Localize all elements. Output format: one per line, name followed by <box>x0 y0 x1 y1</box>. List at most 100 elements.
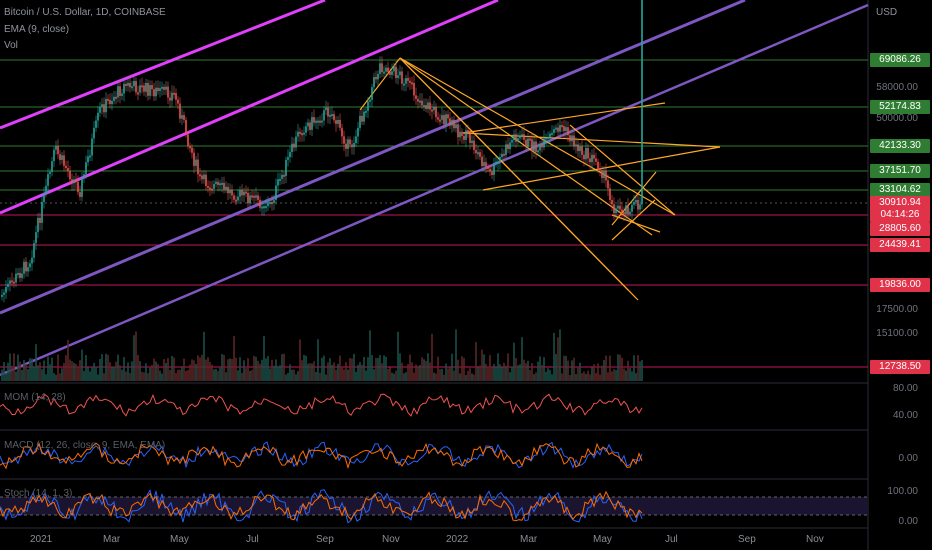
volume-bar <box>151 364 153 381</box>
volume-bar <box>599 374 601 381</box>
volume-bar <box>537 361 539 381</box>
candle-body <box>403 83 405 86</box>
volume-bar <box>51 357 53 381</box>
volume-bar <box>443 374 445 381</box>
volume-bar <box>255 356 257 381</box>
volume-bar <box>301 360 303 381</box>
candle-body <box>491 171 493 175</box>
candle-body <box>363 111 365 122</box>
volume-bar <box>37 365 39 381</box>
volume-bar <box>287 372 289 381</box>
candle-body <box>63 155 65 166</box>
volume-bar <box>289 364 291 381</box>
volume-bar <box>215 368 217 381</box>
volume-bar <box>27 369 29 381</box>
ema-legend[interactable]: EMA (9, close) <box>4 24 70 35</box>
volume-bar <box>225 372 227 381</box>
candle-body <box>461 131 463 136</box>
volume-bar <box>357 364 359 381</box>
candle-body <box>361 115 363 122</box>
candle-body <box>541 144 543 148</box>
mom-legend[interactable]: MOM (14, 28) <box>4 392 66 403</box>
candle-body <box>273 199 275 203</box>
volume-bar <box>293 369 295 381</box>
candle-body <box>51 161 53 172</box>
candle-body <box>601 170 603 178</box>
candle-body <box>89 155 91 158</box>
candle-body <box>447 114 449 119</box>
volume-bar <box>69 359 71 381</box>
volume-bar <box>541 365 543 381</box>
stoch-d-line <box>0 490 643 522</box>
candle-body <box>71 179 73 184</box>
volume-bar <box>101 354 103 381</box>
candle-body <box>101 104 103 107</box>
candle-body <box>607 180 609 189</box>
candle-body <box>247 192 249 204</box>
candle-body <box>579 146 581 152</box>
volume-bar <box>201 354 203 381</box>
volume-bar <box>587 370 589 381</box>
volume-bar <box>361 364 363 381</box>
candle-body <box>535 141 537 152</box>
candle-body <box>123 83 125 94</box>
volume-bar <box>191 359 193 381</box>
candle-body <box>555 127 557 130</box>
volume-bar <box>483 354 485 381</box>
candle-body <box>289 152 291 158</box>
volume-bar <box>163 359 165 381</box>
volume-bar <box>403 373 405 381</box>
candle-body <box>449 118 451 126</box>
volume-bar <box>179 369 181 381</box>
candle-body <box>509 142 511 150</box>
volume-bar <box>103 373 105 381</box>
volume-bar <box>265 358 267 381</box>
stoch-legend[interactable]: Stoch (14, 1, 3) <box>4 488 73 499</box>
macd-legend[interactable]: MACD (12, 26, close, 9, EMA, EMA) <box>4 440 166 451</box>
candle-body <box>13 281 15 284</box>
volume-bar <box>395 370 397 381</box>
volume-bar <box>125 371 127 381</box>
volume-bar <box>397 331 399 381</box>
candle-body <box>129 82 131 88</box>
volume-bar <box>219 367 221 381</box>
volume-legend[interactable]: Vol <box>4 40 18 51</box>
volume-bar <box>505 365 507 381</box>
volume-bar <box>631 371 633 381</box>
candle-body <box>301 133 303 136</box>
candle-body <box>477 152 479 155</box>
volume-bar <box>233 335 235 381</box>
trend-line <box>611 199 656 241</box>
candle-body <box>407 78 409 81</box>
volume-bar <box>453 370 455 381</box>
volume-bar <box>571 360 573 381</box>
volume-bar <box>319 372 321 381</box>
volume-bar <box>385 356 387 381</box>
candle-body <box>573 135 575 147</box>
volume-bar <box>15 371 17 381</box>
candle-body <box>331 114 333 117</box>
candle-body <box>155 87 157 97</box>
volume-bar <box>83 370 85 381</box>
candle-body <box>399 71 401 76</box>
volume-bar <box>407 364 409 381</box>
candle-body <box>115 96 117 99</box>
candle-body <box>151 85 153 90</box>
candle-body <box>37 217 39 233</box>
symbol-title[interactable]: Bitcoin / U.S. Dollar, 1D, COINBASE <box>4 7 166 18</box>
candle-body <box>561 125 563 128</box>
volume-bar <box>427 353 429 381</box>
volume-bar <box>627 360 629 381</box>
candle-body <box>281 174 283 179</box>
candle-body <box>147 82 149 96</box>
volume-bar <box>585 373 587 381</box>
volume-bar <box>197 355 199 381</box>
volume-bar <box>593 364 595 381</box>
volume-bar <box>317 339 319 381</box>
candle-body <box>293 143 295 148</box>
volume-bar <box>433 372 435 381</box>
volume-bar <box>285 374 287 381</box>
volume-bar <box>235 357 237 381</box>
volume-bar <box>195 363 197 381</box>
